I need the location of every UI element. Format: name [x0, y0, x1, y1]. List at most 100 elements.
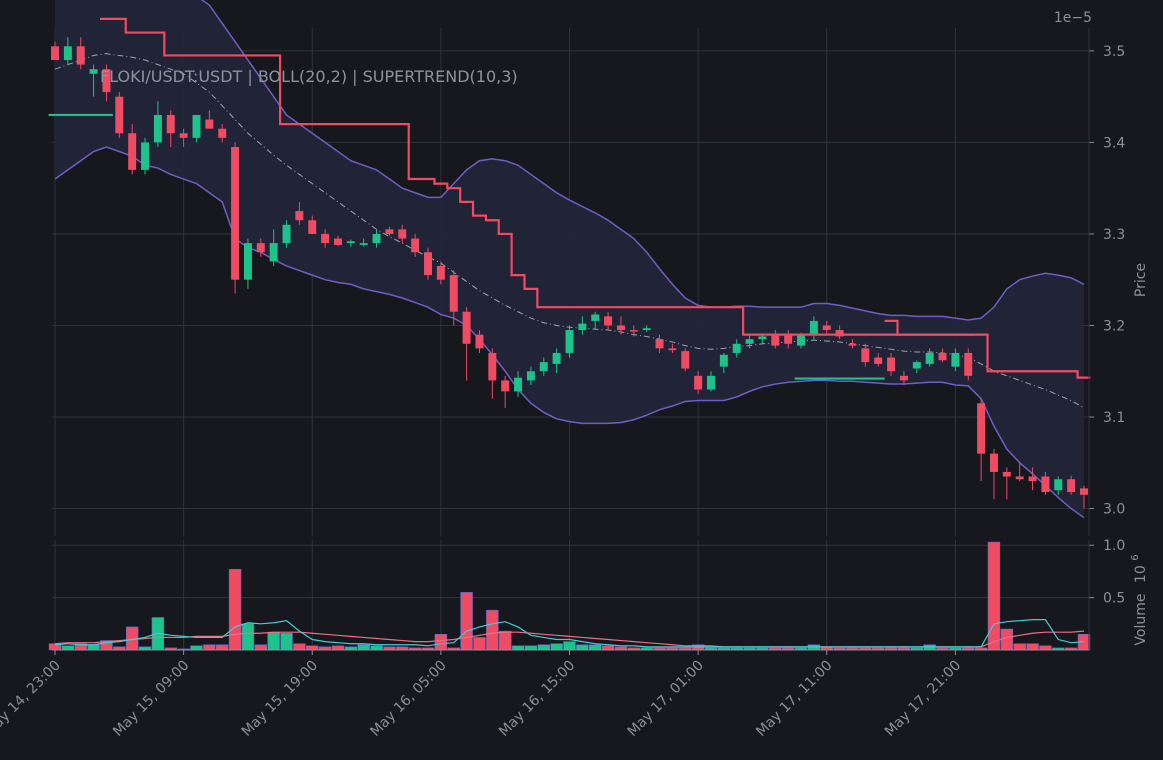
candle-body [475, 334, 484, 349]
candle-body [192, 114, 201, 138]
candle-body [681, 351, 690, 369]
candle-body [102, 69, 111, 93]
candle-body [295, 211, 304, 221]
candle-body [707, 375, 715, 390]
volume-bar [563, 641, 576, 651]
volume-scale-exponent: 6 [1130, 554, 1141, 560]
bollinger-band-fill [55, 0, 1084, 518]
volume-bar [589, 644, 602, 651]
volume-bar [1039, 645, 1052, 651]
supertrend-down-line [884, 319, 1091, 379]
candle-body [462, 311, 471, 344]
candle-body [436, 265, 445, 280]
candle-body [424, 252, 432, 276]
volume-bar [987, 541, 1001, 651]
candle-body [629, 330, 638, 332]
candle-body [655, 339, 664, 349]
candle-body [231, 146, 240, 280]
candle-body [115, 96, 124, 134]
candle-body [89, 69, 98, 74]
volume-bar [61, 645, 75, 651]
volume-bar [241, 623, 255, 651]
volume-bar [550, 643, 563, 651]
volume-bar [1013, 643, 1026, 651]
candle-body [449, 275, 458, 312]
candle-body [128, 133, 137, 170]
price-y-tick-label: 3.4 [1103, 135, 1125, 151]
candle-body [359, 243, 368, 245]
price-y-tick-label: 3.1 [1103, 410, 1125, 426]
candle-body [912, 362, 921, 369]
candle-body [1002, 471, 1011, 477]
volume-y-axis: 0.5 1.0 [1088, 538, 1125, 650]
candle-body [732, 343, 741, 353]
volume-bar [498, 630, 512, 651]
candle-body [372, 233, 381, 244]
volume-bar [434, 633, 448, 651]
candle-body [166, 114, 175, 134]
candle-body [822, 325, 831, 331]
candle-body [668, 348, 677, 351]
candle-body [526, 371, 535, 381]
candle-body [243, 243, 252, 280]
volume-bar [537, 644, 550, 651]
bollinger-lower-line [54, 146, 1085, 519]
candle-body [809, 320, 818, 335]
candle-body [694, 375, 703, 390]
candle-body [899, 375, 908, 381]
candle-body [565, 330, 574, 353]
volume-bar [511, 645, 525, 651]
volume-bar [87, 644, 100, 651]
candle-body [205, 119, 214, 129]
volume-bar [306, 645, 319, 651]
candle-body [514, 377, 523, 392]
candle-body [1028, 476, 1037, 482]
volume-bar [357, 644, 370, 651]
price-y-tick-label: 3.5 [1103, 44, 1125, 60]
volume-bar [331, 645, 345, 651]
volume-bar [1000, 628, 1014, 651]
volume-grid [52, 540, 1089, 650]
candle-body [616, 325, 625, 331]
candle-body [76, 46, 85, 65]
candles [51, 37, 1088, 509]
candle-body [758, 336, 767, 340]
volume-bar [473, 637, 486, 651]
volume-y-tick-label: 0.5 [1103, 591, 1125, 607]
candle-body [1080, 488, 1088, 495]
candle-body [578, 323, 587, 331]
candle-body [1041, 476, 1050, 493]
candle-body [333, 238, 342, 245]
candle-body [539, 362, 548, 372]
volume-bar [293, 643, 306, 651]
candle-body [218, 128, 227, 138]
price-y-tick-label: 3.3 [1103, 227, 1125, 243]
volume-bar [576, 644, 589, 651]
volume-bar [254, 644, 268, 651]
volume-bar [215, 644, 229, 651]
candle-body [642, 328, 651, 331]
candle-body [874, 357, 883, 364]
volume-bar [524, 645, 538, 651]
volume-bar [370, 645, 383, 651]
volume-bar [203, 644, 216, 651]
supertrend [48, 17, 1091, 380]
candle-body [784, 334, 793, 344]
price-axis-label: Price [1133, 263, 1149, 297]
price-y-tick-label: 3.0 [1103, 502, 1125, 518]
candle-body [179, 133, 188, 138]
candle-body [951, 352, 960, 367]
volume-bar [280, 632, 293, 651]
volume-ma-fast-line [54, 619, 1085, 648]
candle-body [745, 339, 754, 344]
volume-y-tick-label: 1.0 [1103, 538, 1125, 554]
candle-body [964, 352, 973, 376]
bollinger-upper-line [200, 0, 1085, 321]
candle-body [398, 229, 407, 239]
supertrend-down-line [100, 17, 975, 336]
candle-body [604, 316, 613, 326]
volume-axis-label: Volume 10 6 [1130, 554, 1149, 645]
candle-body [591, 314, 600, 321]
candle-body [141, 142, 150, 170]
